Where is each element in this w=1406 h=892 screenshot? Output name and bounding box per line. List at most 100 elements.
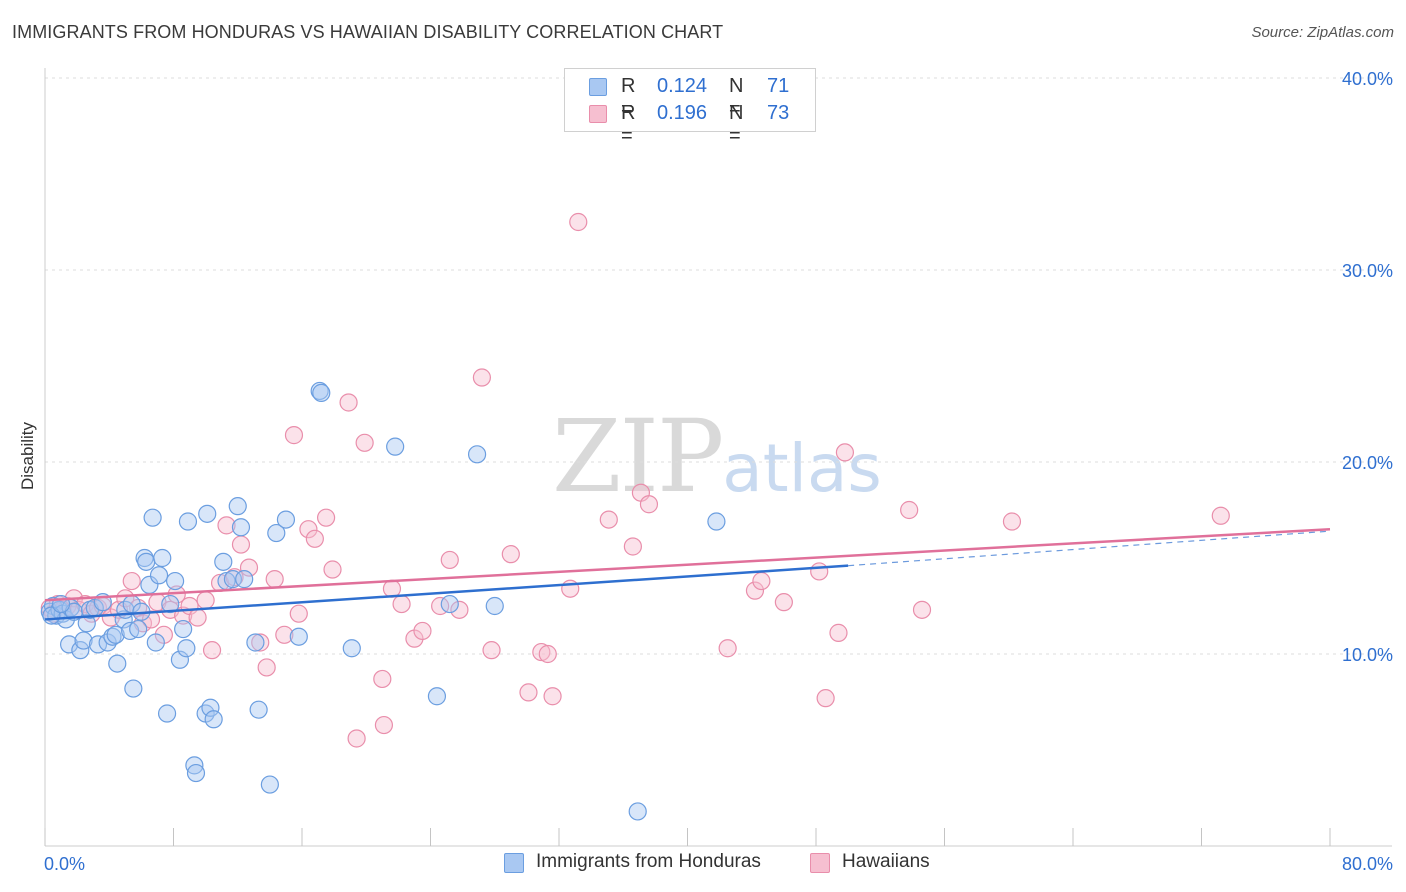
hawaiians-point (188, 608, 207, 627)
legend-label: Hawaiians (842, 851, 930, 872)
hawaiians-point (239, 558, 259, 577)
axes (44, 68, 1392, 847)
hawaiians-point (122, 571, 141, 591)
honduras-point (146, 633, 165, 652)
y-tick-label: 40.0% (1342, 69, 1393, 89)
hawaiians-point (912, 600, 932, 619)
honduras-point (235, 570, 254, 589)
honduras-point (312, 383, 331, 402)
hawaiians-point (482, 641, 501, 660)
hawaiians-swatch (810, 853, 830, 873)
honduras-point (260, 775, 279, 794)
honduras-point (246, 633, 265, 652)
honduras-point (166, 571, 185, 591)
hawaiians-point (265, 570, 284, 589)
honduras-point (178, 512, 198, 531)
hawaiians-point (231, 535, 251, 554)
hawaiians-point (472, 368, 491, 387)
x-axis-tick-labels: 0.0% 80.0% (44, 854, 1393, 874)
hawaiians-point (305, 529, 324, 548)
honduras-point (74, 631, 93, 650)
hawaiians-point (141, 610, 161, 629)
hawaiians-point (543, 687, 562, 706)
stats-legend: R = 0.124 N = 71 R = 0.196 N = 73 (564, 68, 816, 147)
honduras-point (153, 548, 172, 568)
hawaiians-point (284, 426, 304, 445)
hawaiians-point (835, 443, 855, 462)
hawaiians-point (196, 591, 215, 610)
hawaiians-point (829, 623, 848, 642)
honduras-point (177, 639, 196, 658)
r-label: R = (621, 102, 636, 147)
honduras-point (77, 614, 96, 633)
n-value: 71 (767, 75, 790, 97)
hawaiians-point (501, 545, 520, 564)
honduras-point (228, 497, 247, 516)
honduras-point (198, 504, 217, 523)
honduras-point (124, 679, 143, 698)
watermark-zip: ZIP (552, 398, 724, 515)
honduras-point (106, 625, 125, 644)
hawaiians-point (1002, 512, 1022, 531)
y-axis-tick-labels: 10.0% 20.0% 30.0% 40.0% (1342, 69, 1393, 665)
hawaiians-point (900, 500, 919, 520)
hawaiians-point (289, 604, 308, 623)
honduras-point (427, 687, 447, 706)
honduras-point (108, 654, 127, 673)
honduras-point (59, 635, 79, 654)
y-tick-label: 30.0% (1342, 261, 1393, 281)
y-tick-label: 10.0% (1342, 645, 1393, 665)
honduras-point (129, 619, 148, 639)
zipatlas-watermark: ZIPatlas (552, 398, 882, 515)
honduras-points (40, 381, 726, 821)
watermark-atlas: atlas (722, 430, 882, 507)
legend-label: Immigrants from Honduras (536, 851, 761, 872)
hawaiians-point (532, 642, 551, 662)
honduras-trend-extension (848, 530, 1331, 567)
hawaiians-point (251, 633, 270, 652)
r-value: 0.124 (657, 75, 708, 97)
hawaiians-point (413, 621, 432, 641)
honduras-swatch (504, 853, 524, 873)
n-label: N = (729, 102, 744, 147)
honduras-point (485, 596, 504, 616)
hawaiians-point (752, 571, 771, 591)
x-axis-ticks (44, 828, 1331, 846)
honduras-point (204, 710, 223, 729)
honduras-point (71, 641, 90, 660)
hawaiians-point (316, 508, 336, 527)
hawaiians-point (519, 683, 538, 702)
honduras-point (467, 445, 487, 464)
chart-title: IMMIGRANTS FROM HONDURAS VS HAWAIIAN DIS… (12, 22, 724, 42)
hawaiians-point (440, 550, 459, 570)
honduras-point (174, 619, 193, 639)
hawaiians-point (538, 644, 557, 664)
honduras-point (161, 594, 180, 614)
honduras-point (186, 763, 206, 783)
hawaiians-point (275, 625, 294, 644)
x-tick-label: 80.0% (1342, 854, 1393, 874)
hawaiians-point (373, 669, 392, 689)
honduras-point (214, 552, 233, 571)
hawaiians-point (347, 729, 366, 748)
honduras-point (628, 802, 647, 821)
hawaiians-point (450, 600, 469, 619)
hawaiians-point (599, 510, 618, 529)
hawaiians-point (299, 520, 318, 539)
honduras-point (149, 566, 169, 585)
honduras-point (267, 523, 286, 543)
hawaiians-points (40, 212, 1230, 748)
hawaiians-point (810, 562, 829, 581)
honduras-point (249, 700, 268, 719)
hawaiians-point (774, 593, 793, 612)
honduras-point (276, 510, 296, 529)
hawaiians-point (355, 433, 374, 452)
hawaiians-point (745, 581, 765, 600)
hawaiians-point (374, 715, 394, 735)
honduras-point (231, 518, 251, 537)
honduras-swatch (589, 78, 607, 96)
hawaiians-point (217, 516, 236, 535)
honduras-point (440, 594, 459, 614)
n-value: 73 (767, 102, 790, 124)
